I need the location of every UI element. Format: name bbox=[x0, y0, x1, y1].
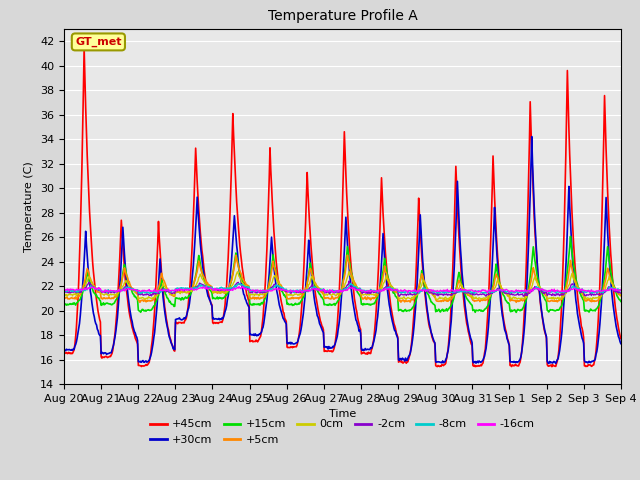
-2cm bbox=[617, 290, 625, 296]
+45cm bbox=[428, 330, 435, 336]
-2cm bbox=[184, 287, 192, 292]
-8cm bbox=[617, 288, 625, 294]
+5cm bbox=[70, 295, 78, 301]
+15cm bbox=[617, 299, 625, 304]
+15cm bbox=[214, 294, 221, 300]
-16cm bbox=[214, 286, 222, 292]
-16cm bbox=[411, 287, 419, 292]
+15cm bbox=[127, 287, 135, 292]
+45cm bbox=[60, 350, 68, 356]
-16cm bbox=[184, 287, 192, 293]
-8cm bbox=[60, 288, 68, 294]
-2cm bbox=[345, 278, 353, 284]
Title: Temperature Profile A: Temperature Profile A bbox=[268, 10, 417, 24]
+5cm bbox=[60, 296, 68, 302]
0cm bbox=[127, 286, 135, 291]
-16cm bbox=[70, 287, 78, 293]
+30cm bbox=[617, 341, 625, 347]
+15cm bbox=[410, 303, 418, 309]
+30cm bbox=[127, 316, 135, 322]
0cm bbox=[184, 289, 192, 295]
0cm bbox=[60, 293, 68, 299]
X-axis label: Time: Time bbox=[329, 409, 356, 419]
+15cm bbox=[566, 233, 574, 239]
-8cm bbox=[214, 286, 221, 291]
-8cm bbox=[470, 291, 478, 297]
0cm bbox=[345, 268, 353, 274]
+45cm bbox=[548, 364, 556, 370]
Line: -16cm: -16cm bbox=[64, 287, 621, 293]
-8cm bbox=[411, 289, 419, 295]
Line: +30cm: +30cm bbox=[64, 136, 621, 363]
+5cm bbox=[412, 293, 419, 299]
+5cm bbox=[185, 288, 193, 294]
+45cm bbox=[128, 324, 136, 330]
+30cm bbox=[410, 324, 418, 329]
0cm bbox=[70, 291, 78, 297]
0cm bbox=[617, 292, 625, 298]
-8cm bbox=[347, 281, 355, 287]
+45cm bbox=[411, 294, 419, 300]
Line: +45cm: +45cm bbox=[64, 48, 621, 367]
+45cm bbox=[70, 347, 78, 353]
-16cm bbox=[484, 290, 492, 296]
-16cm bbox=[60, 287, 68, 292]
-16cm bbox=[203, 284, 211, 289]
Y-axis label: Temperature (C): Temperature (C) bbox=[24, 161, 35, 252]
+45cm bbox=[617, 336, 625, 341]
-8cm bbox=[428, 288, 435, 294]
-2cm bbox=[127, 286, 135, 292]
+15cm bbox=[426, 297, 434, 302]
-2cm bbox=[70, 289, 78, 295]
+30cm bbox=[70, 347, 78, 352]
+45cm bbox=[185, 297, 193, 303]
-16cm bbox=[428, 287, 435, 292]
+30cm bbox=[184, 307, 192, 312]
Line: -2cm: -2cm bbox=[64, 281, 621, 296]
+5cm bbox=[214, 289, 222, 295]
-16cm bbox=[127, 287, 135, 292]
0cm bbox=[411, 293, 419, 299]
+5cm bbox=[428, 291, 436, 297]
Legend: +45cm, +30cm, +15cm, +5cm, 0cm, -2cm, -8cm, -16cm: +45cm, +30cm, +15cm, +5cm, 0cm, -2cm, -8… bbox=[145, 415, 540, 449]
Line: -8cm: -8cm bbox=[64, 284, 621, 294]
Text: GT_met: GT_met bbox=[75, 37, 122, 47]
+45cm bbox=[80, 45, 88, 51]
+5cm bbox=[617, 293, 625, 299]
+30cm bbox=[528, 133, 536, 139]
Line: +5cm: +5cm bbox=[64, 255, 621, 302]
-2cm bbox=[428, 290, 436, 296]
+15cm bbox=[70, 300, 78, 306]
Line: 0cm: 0cm bbox=[64, 271, 621, 300]
+45cm bbox=[214, 321, 222, 326]
0cm bbox=[428, 290, 435, 296]
+30cm bbox=[545, 360, 552, 366]
-2cm bbox=[60, 290, 68, 296]
-8cm bbox=[127, 286, 135, 292]
-8cm bbox=[70, 288, 78, 294]
-2cm bbox=[214, 288, 221, 293]
+15cm bbox=[184, 295, 192, 300]
+30cm bbox=[60, 347, 68, 352]
+15cm bbox=[60, 301, 68, 307]
+5cm bbox=[127, 285, 135, 290]
-2cm bbox=[396, 293, 403, 299]
+5cm bbox=[344, 252, 351, 258]
+30cm bbox=[214, 316, 221, 322]
Line: +15cm: +15cm bbox=[64, 236, 621, 312]
-8cm bbox=[184, 286, 192, 292]
-16cm bbox=[617, 287, 625, 293]
+5cm bbox=[136, 300, 144, 305]
-2cm bbox=[412, 292, 419, 298]
+30cm bbox=[426, 324, 434, 330]
0cm bbox=[588, 297, 596, 302]
0cm bbox=[214, 289, 221, 295]
+15cm bbox=[513, 310, 520, 315]
